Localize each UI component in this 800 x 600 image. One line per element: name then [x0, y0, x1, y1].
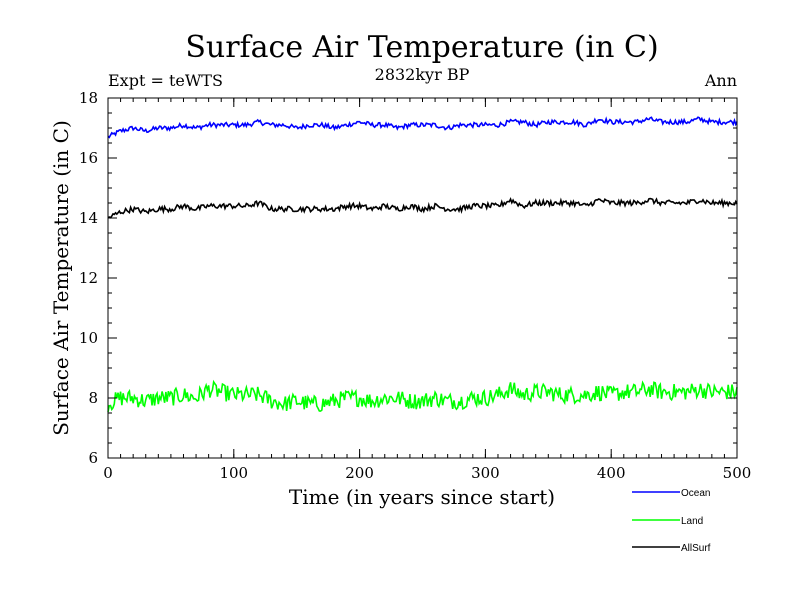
- x-tick-label: 500: [723, 464, 752, 482]
- x-tick-label: 100: [219, 464, 248, 482]
- plot-area: 0 100 200 300 400 500 6 8 10 12 14 16 18: [79, 89, 751, 482]
- experiment-label: Expt = teWTS: [108, 71, 223, 90]
- y-tick-label: 8: [88, 389, 98, 407]
- series-line-land: [107, 379, 738, 413]
- chart-title: Surface Air Temperature (in C): [185, 30, 658, 65]
- legend: Ocean Land AllSurf: [632, 488, 711, 554]
- chart-subtitle: 2832kyr BP: [375, 65, 470, 84]
- y-tick-label: 6: [88, 449, 98, 467]
- y-tick-label: 14: [79, 209, 98, 227]
- legend-label-ocean: Ocean: [681, 488, 710, 499]
- y-tick-label: 18: [79, 89, 98, 107]
- x-axis-label: Time (in years since start): [289, 485, 555, 509]
- series-line-allsurf: [107, 196, 738, 219]
- y-tick-label: 10: [79, 329, 98, 347]
- x-tick-label: 300: [471, 464, 500, 482]
- period-label: Ann: [704, 71, 737, 90]
- legend-label-allsurf: AllSurf: [681, 543, 711, 554]
- y-tick-label: 16: [79, 149, 98, 167]
- series-line-ocean: [107, 116, 738, 139]
- x-tick-label: 400: [597, 464, 626, 482]
- y-tick-label: 12: [79, 269, 98, 287]
- x-tick-label: 200: [345, 464, 374, 482]
- legend-label-land: Land: [681, 516, 703, 527]
- y-axis-label: Surface Air Temperature (in C): [49, 120, 73, 436]
- x-tick-label: 0: [103, 464, 113, 482]
